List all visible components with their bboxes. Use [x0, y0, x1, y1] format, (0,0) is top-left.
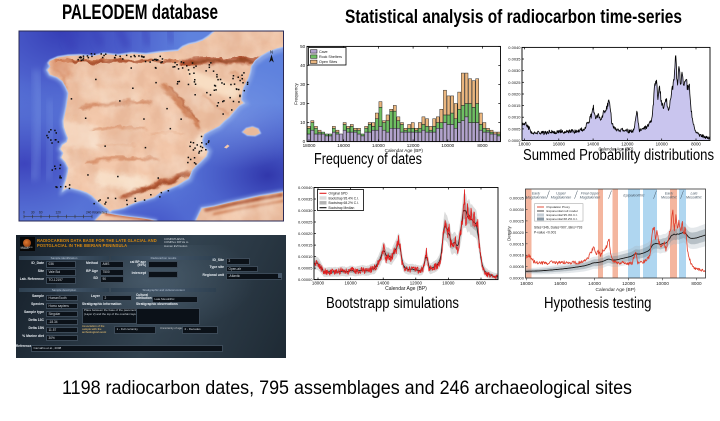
svg-text:Calendar Age (BP): Calendar Age (BP) — [599, 146, 635, 151]
svg-text:0.0005: 0.0005 — [508, 126, 521, 131]
svg-text:0.00005: 0.00005 — [298, 266, 313, 271]
svg-text:Calendar Age (BP): Calendar Age (BP) — [385, 286, 427, 292]
svg-text:0.00000: 0.00000 — [510, 276, 525, 281]
svg-text:Magdalenian: Magdalenian — [526, 196, 547, 200]
svg-text:0.0025: 0.0025 — [508, 80, 521, 85]
svg-text:Population Proxy: Population Proxy — [547, 205, 571, 209]
svg-text:8000: 8000 — [477, 143, 488, 148]
svg-text:0.00020: 0.00020 — [298, 231, 313, 236]
svg-text:0.0000: 0.0000 — [508, 138, 521, 143]
svg-text:0.00040: 0.00040 — [298, 185, 313, 190]
svg-text:0: 0 — [303, 139, 306, 144]
svg-text:12000: 12000 — [621, 141, 634, 146]
svg-text:Magdalenian: Magdalenian — [580, 196, 601, 200]
svg-text:10000: 10000 — [442, 280, 455, 285]
svg-text:8000: 8000 — [691, 281, 702, 286]
svg-text:240 Kilometers: 240 Kilometers — [86, 211, 108, 215]
svg-text:30: 30 — [31, 211, 35, 215]
svg-text:14000: 14000 — [377, 280, 390, 285]
svg-text:Original SPD: Original SPD — [329, 192, 349, 196]
svg-text:Exponential 95.4% C.I.: Exponential 95.4% C.I. — [547, 213, 579, 217]
svg-text:Frequency: Frequency — [294, 82, 299, 104]
svg-text:0: 0 — [23, 211, 25, 215]
svg-text:Late: Late — [691, 191, 698, 195]
svg-text:10000: 10000 — [441, 143, 454, 148]
svg-text:8000: 8000 — [476, 280, 486, 285]
svg-text:18000: 18000 — [518, 141, 531, 146]
svg-text:Exponential null model: Exponential null model — [547, 209, 578, 213]
svg-text:Early: Early — [532, 191, 540, 195]
svg-text:0.00025: 0.00025 — [298, 220, 313, 225]
svg-text:N: N — [270, 50, 273, 55]
svg-text:30: 30 — [300, 82, 306, 87]
svg-text:0.00035: 0.00035 — [298, 197, 313, 202]
svg-text:Magdalenian: Magdalenian — [551, 196, 572, 200]
svg-text:16000: 16000 — [337, 143, 350, 148]
svg-text:Final Upper: Final Upper — [581, 191, 600, 195]
svg-text:Early: Early — [665, 191, 673, 195]
svg-text:0.0020: 0.0020 — [508, 92, 521, 97]
svg-text:Bootstrap Median: Bootstrap Median — [329, 206, 355, 210]
svg-text:Bootstrap 95.4% C.I.: Bootstrap 95.4% C.I. — [329, 196, 360, 200]
svg-text:Upper: Upper — [556, 191, 567, 195]
svg-text:12000: 12000 — [410, 280, 423, 285]
svg-text:12000: 12000 — [622, 281, 635, 286]
svg-text:0.00005: 0.00005 — [510, 264, 525, 269]
svg-text:0.00035: 0.00035 — [510, 196, 525, 201]
svg-text:14000: 14000 — [587, 141, 600, 146]
svg-text:0.0035: 0.0035 — [508, 57, 521, 62]
svg-text:Open Sites: Open Sites — [319, 60, 337, 64]
svg-text:Rock Shelters: Rock Shelters — [319, 55, 342, 59]
svg-text:Density: Density — [507, 225, 512, 240]
svg-text:10: 10 — [300, 120, 306, 125]
svg-text:0.00015: 0.00015 — [298, 243, 313, 248]
svg-text:0.00030: 0.00030 — [298, 208, 313, 213]
svg-text:60: 60 — [39, 211, 43, 215]
svg-text:14000: 14000 — [372, 143, 385, 148]
svg-text:Sites=346, Dates=907, Bins=7: Sites=346, Dates=907, Bins=793 — [534, 226, 582, 230]
svg-text:Calendar Age (BP): Calendar Age (BP) — [385, 148, 424, 153]
svg-text:16000: 16000 — [554, 281, 567, 286]
svg-text:10000: 10000 — [656, 281, 669, 286]
svg-text:0.00025: 0.00025 — [510, 218, 525, 223]
svg-text:120: 120 — [56, 211, 62, 215]
svg-text:18000: 18000 — [520, 281, 533, 286]
svg-text:18000: 18000 — [312, 280, 325, 285]
svg-text:50: 50 — [300, 44, 306, 49]
svg-text:16000: 16000 — [553, 141, 566, 146]
svg-text:Calendar Age (BP): Calendar Age (BP) — [596, 287, 636, 293]
svg-text:16000: 16000 — [344, 280, 357, 285]
svg-text:0.00030: 0.00030 — [510, 207, 525, 212]
svg-text:10000: 10000 — [656, 141, 669, 146]
svg-text:12000: 12000 — [407, 143, 420, 148]
svg-text:Epipaleolithic: Epipaleolithic — [623, 193, 644, 197]
svg-text:18000: 18000 — [303, 143, 316, 148]
svg-text:40: 40 — [300, 63, 306, 68]
svg-text:Cave: Cave — [319, 50, 328, 54]
svg-text:0.0030: 0.0030 — [508, 68, 521, 73]
svg-text:Bootstrap 68.2% C.I.: Bootstrap 68.2% C.I. — [329, 201, 360, 205]
svg-text:0.00000: 0.00000 — [298, 277, 313, 282]
svg-text:Exponential 68.2% C.I.: Exponential 68.2% C.I. — [547, 217, 579, 221]
svg-text:0.0015: 0.0015 — [508, 103, 521, 108]
svg-text:0.00010: 0.00010 — [510, 253, 525, 258]
svg-text:P-value <0.001: P-value <0.001 — [534, 230, 556, 234]
svg-text:0.0040: 0.0040 — [508, 45, 521, 50]
svg-text:14000: 14000 — [588, 281, 601, 286]
svg-text:Mesolithic: Mesolithic — [661, 196, 677, 200]
svg-text:0.0010: 0.0010 — [508, 115, 521, 120]
svg-text:20: 20 — [300, 101, 306, 106]
svg-text:0.00015: 0.00015 — [510, 241, 525, 246]
svg-text:0.00020: 0.00020 — [510, 230, 525, 235]
svg-text:8000: 8000 — [691, 141, 701, 146]
svg-text:Mesolithic: Mesolithic — [686, 196, 702, 200]
svg-text:0.00010: 0.00010 — [298, 254, 313, 259]
